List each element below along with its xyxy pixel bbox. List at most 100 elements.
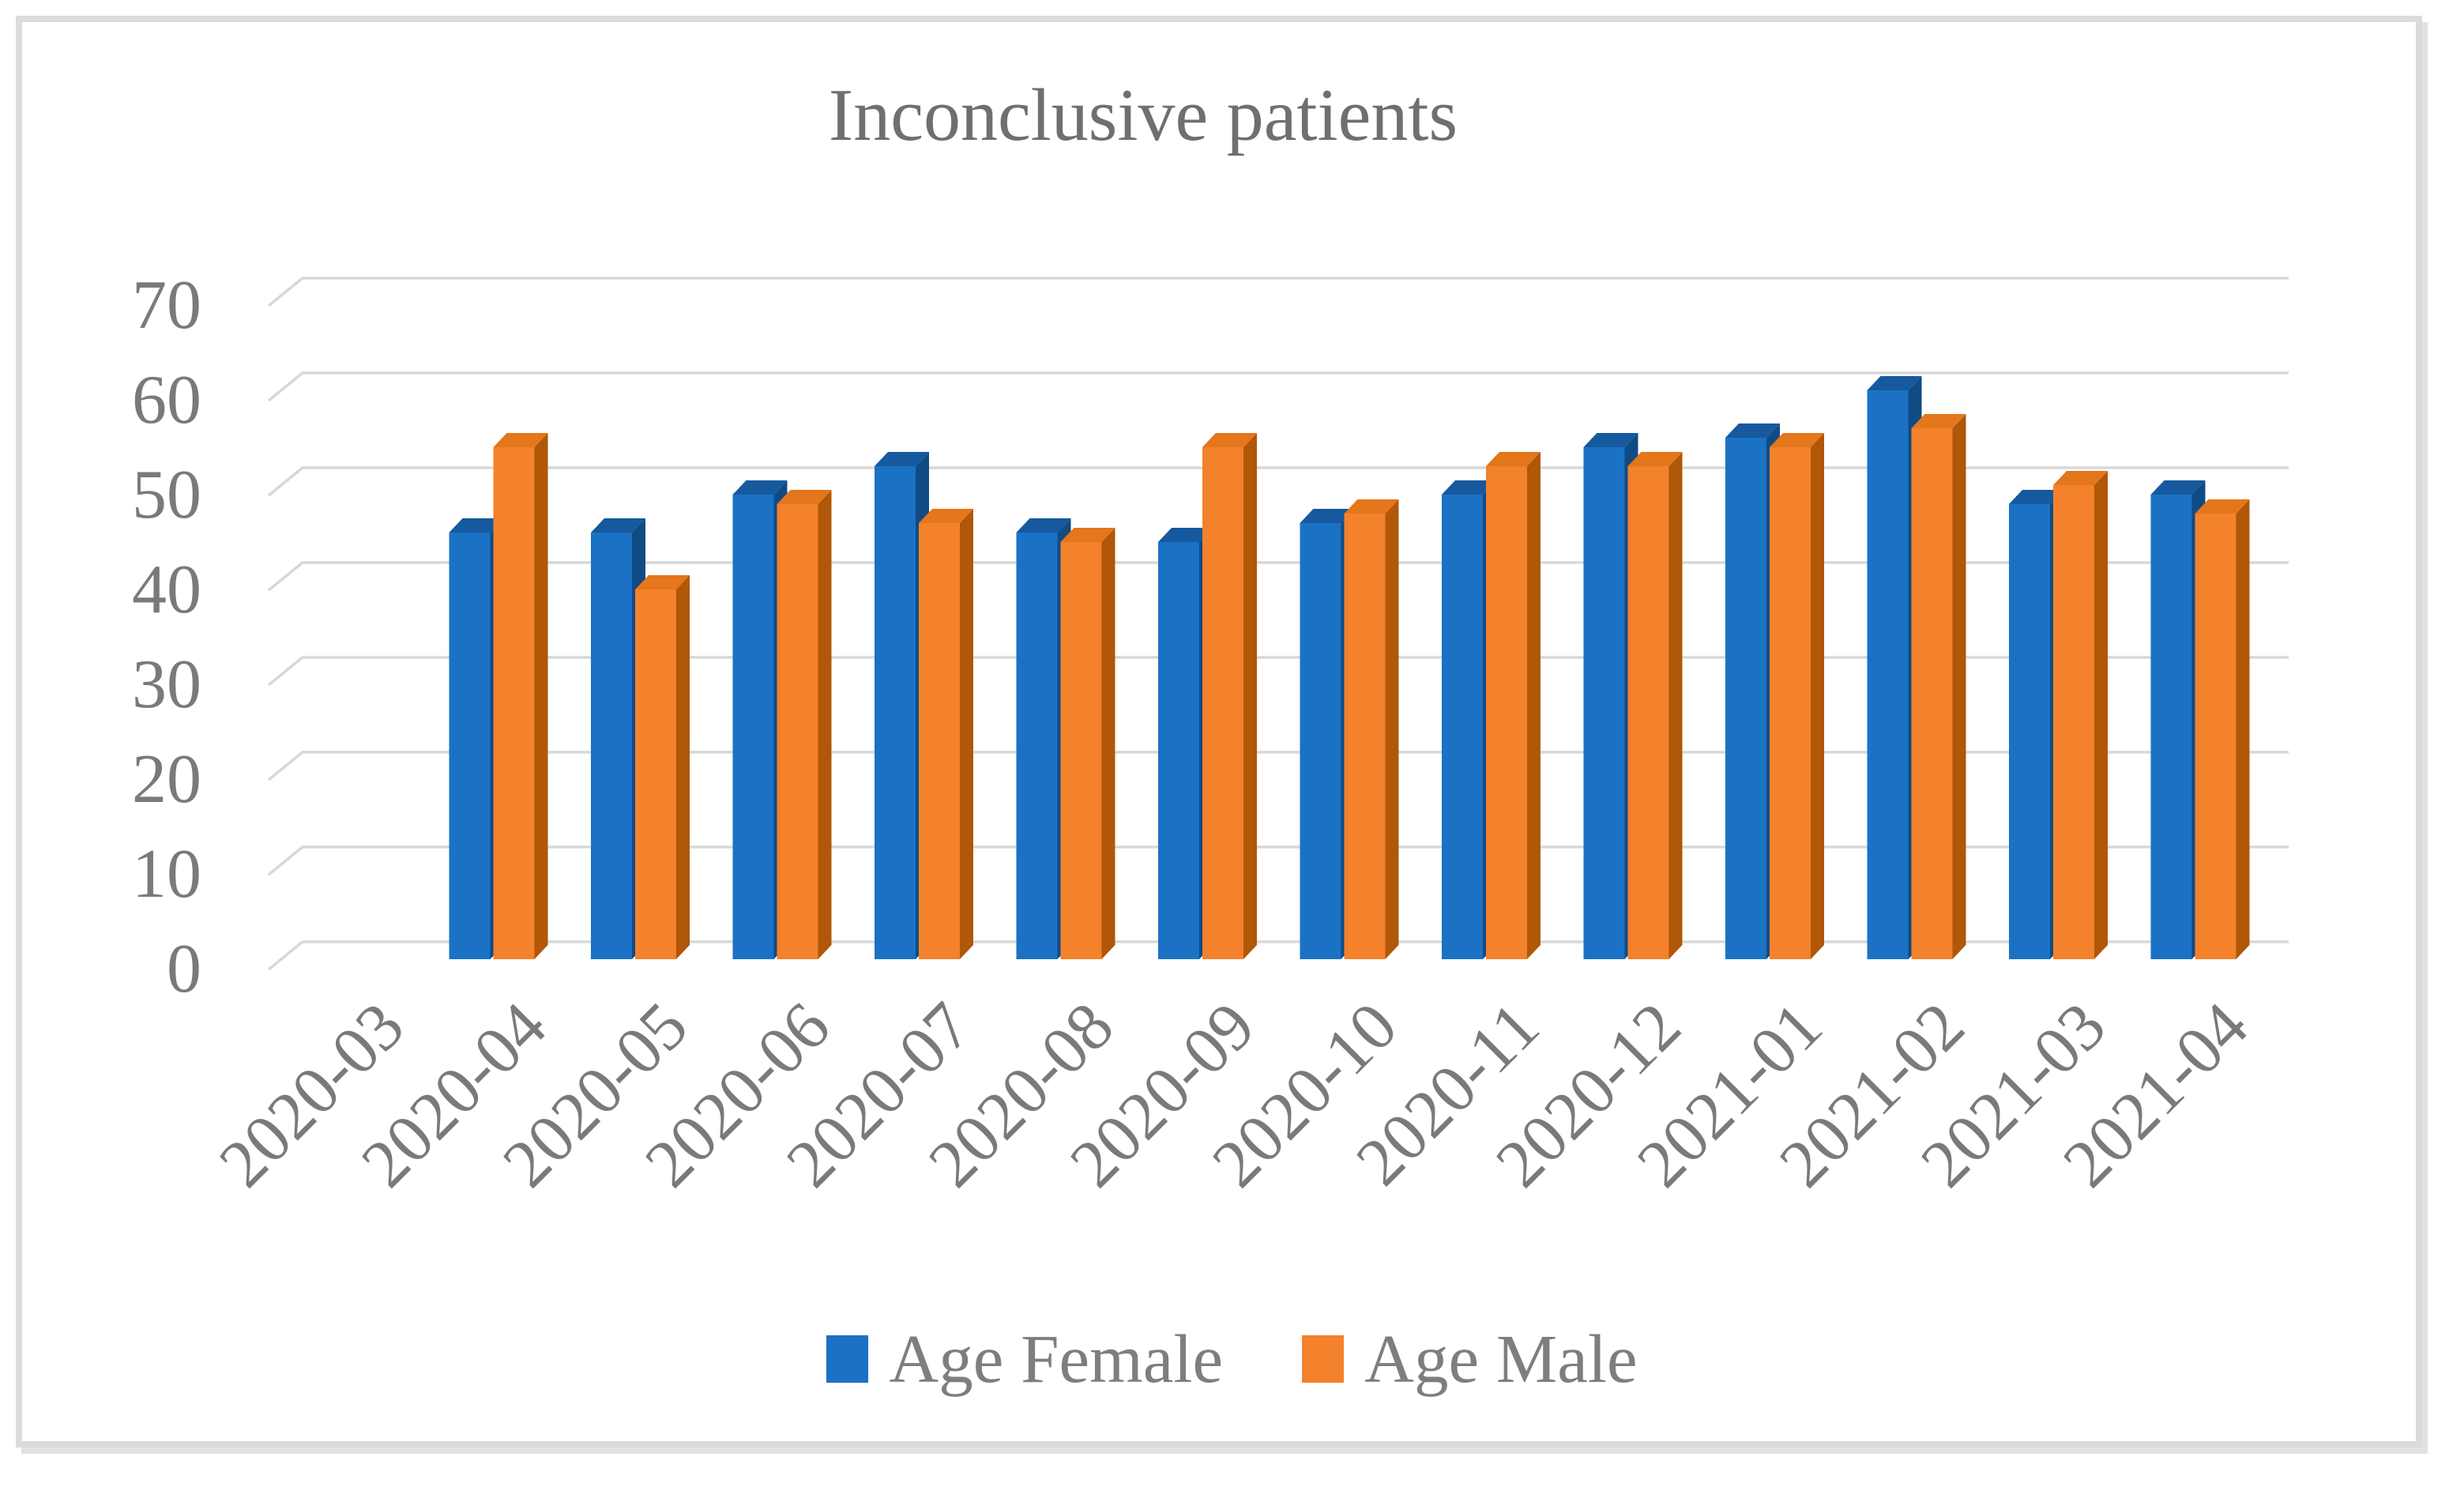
bar-face [1016,533,1058,959]
bar-face [1344,514,1386,959]
bar-face [732,480,788,495]
bar-face [2009,490,2063,504]
bar-age-male-2021-02 [1911,414,1966,959]
bar-face [635,589,676,959]
bar-age-male-2021-04 [2195,499,2250,959]
bar-face [1486,466,1527,959]
bar-face [919,523,960,959]
gridline [267,845,2289,876]
bar-face [1867,376,1922,390]
legend: Age Female Age Male [0,1321,2464,1397]
bar-face [2195,499,2250,514]
bar-face [1344,499,1399,514]
bar-face [1486,452,1540,466]
bar-face [2195,514,2236,959]
chart-frame-border [16,16,2422,1447]
bar-face [2094,471,2108,959]
bar-face [1770,447,1811,959]
bar-face [676,575,690,959]
bar-age-male-2020-09 [1202,433,1257,959]
gridline [267,561,2289,592]
legend-swatch-age-male [1302,1335,1345,1383]
bar-face [1911,428,1953,959]
bar-face [919,509,973,523]
bar-face [2236,499,2250,959]
bar-age-male-2020-12 [1627,452,1683,959]
bar-face [1627,466,1669,959]
y-axis-tick-label: 60 [132,362,201,439]
bar-face [2150,495,2192,959]
gridline [267,277,2289,307]
bar-face [1060,528,1115,542]
bar-face [1442,495,1483,959]
bar-face [818,490,832,959]
bar-face [1627,452,1683,466]
bar-face [1101,528,1115,959]
bar-age-male-2020-06 [777,490,832,959]
bar-face [2150,480,2206,495]
y-axis-tick-label: 20 [132,741,201,818]
gridline [267,656,2289,687]
bar-face [635,575,690,589]
bar-age-male-2020-05 [635,575,690,959]
legend-item-age-female: Age Female [826,1321,1223,1397]
gridline [267,371,2289,402]
bar-face [1867,390,1909,959]
bar-face [1911,414,1966,428]
bar-age-male-2021-01 [1770,433,1824,959]
bar-face [1158,542,1199,959]
legend-label-age-female: Age Female [889,1320,1224,1397]
y-axis-tick-label: 0 [167,931,201,1007]
bar-face [732,495,774,959]
bar-face [591,533,632,959]
y-axis-tick-label: 10 [132,836,201,913]
bar-face [1300,509,1355,523]
bar-face [875,466,916,959]
bar-face [1952,414,1966,959]
bar-face [534,433,548,959]
legend-item-age-male: Age Male [1302,1320,1638,1397]
bar-face [1811,433,1824,959]
bar-face [875,452,929,466]
bar-face [449,518,504,533]
bar-face [1158,528,1213,542]
bar-face [1770,433,1824,447]
bar-age-male-2020-10 [1344,499,1399,959]
bar-age-male-2020-04 [493,433,548,959]
y-axis-tick-label: 50 [132,457,201,533]
y-axis-tick-label: 30 [132,646,201,723]
bar-age-male-2020-07 [919,509,973,959]
bar-face [1442,480,1496,495]
gridline [267,751,2289,781]
bar-age-male-2020-11 [1486,452,1540,959]
bar-face [1583,433,1638,447]
bar-face [1060,542,1102,959]
bar-face [1583,447,1625,959]
bar-face [777,490,832,504]
bar-face [1725,438,1766,959]
gridline [267,940,2289,971]
bar-face [1385,499,1399,959]
bar-face [2009,504,2050,959]
bar-face [1668,452,1683,959]
bar-age-male-2021-03 [2053,471,2108,959]
bar-face [493,433,548,447]
bar-face [449,533,491,959]
gridline [267,466,2289,497]
chart-title: Inconclusive patients [828,74,1458,156]
y-axis-tick-label: 70 [132,267,201,344]
bar-face [1725,424,1780,438]
bar-face [960,509,973,959]
bar-face [1202,447,1243,959]
bar-face [2053,485,2094,959]
bar-face [493,447,535,959]
bar-face [2053,471,2108,485]
bar-age-male-2020-08 [1060,528,1115,959]
bar-face [1300,523,1341,959]
bar-face [1202,433,1257,447]
bar-face [1527,452,1540,959]
legend-label-age-male: Age Male [1364,1320,1638,1397]
bar-face [777,504,818,959]
